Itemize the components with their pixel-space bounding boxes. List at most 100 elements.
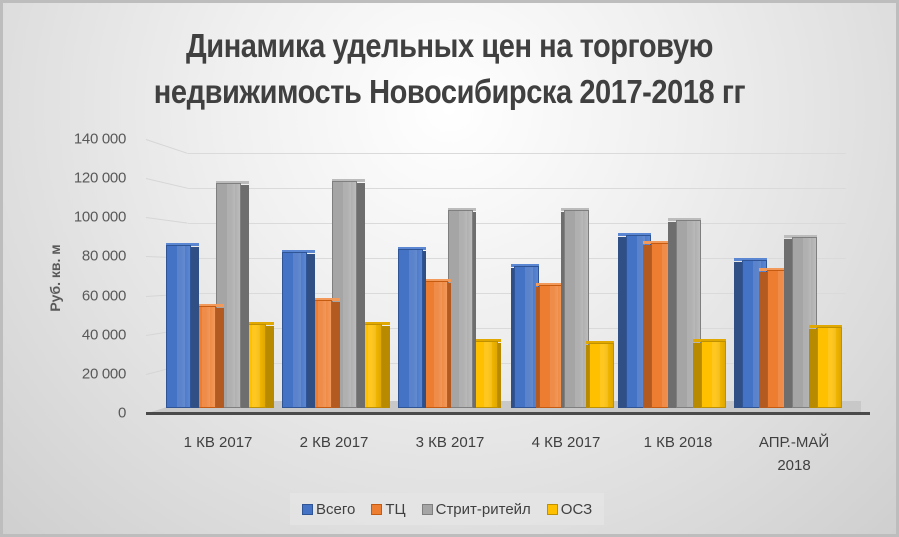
x-tick-label-line: 2 КВ 2017: [299, 434, 369, 451]
chart-title-line-2: недвижимость Новосибирска 2017-2018 гг: [153, 73, 746, 110]
gridline: [145, 178, 189, 189]
x-tick-label-line: 1 КВ 2018: [643, 434, 713, 451]
bar-front-face: [423, 281, 448, 408]
gridline: [145, 139, 189, 154]
y-tick-label: 0: [117, 404, 126, 422]
bar-side-face: [784, 239, 793, 408]
bar-side-face: [511, 267, 515, 408]
bar-side-face: [215, 308, 224, 408]
bar-top-face: [668, 217, 701, 221]
x-tick-label: 1 КВ 2017: [163, 431, 273, 454]
bar-side-face: [265, 325, 274, 408]
bar-Всего-2[interactable]: [398, 246, 426, 408]
gridline: [188, 188, 846, 189]
bar-top-face: [191, 304, 224, 308]
y-tick-label: 60 000: [81, 287, 126, 305]
bar-top-face: [423, 279, 451, 283]
bar-top-face: [536, 283, 564, 287]
x-tick-label: 4 КВ 2017: [511, 431, 621, 454]
bar-side-face: [759, 271, 768, 408]
bar-top-face: [643, 240, 676, 244]
bar-top-face: [618, 233, 651, 237]
bar-top-face: [809, 325, 842, 329]
bar-side-face: [331, 302, 340, 408]
bar-ОСЗ-5[interactable]: [809, 325, 842, 408]
bar-Стрит-ритейл-4[interactable]: [668, 217, 701, 408]
legend-item[interactable]: Стрит-ритейл: [421, 501, 531, 518]
legend: Всего ТЦ Стрит-ритейл ОСЗ: [290, 493, 605, 525]
bar-Стрит-ритейл-2[interactable]: [448, 208, 476, 408]
legend-swatch-icon: [421, 503, 433, 515]
gridline: [188, 223, 846, 224]
bar-ОСЗ-2[interactable]: [473, 338, 501, 408]
bar-side-face: [422, 250, 426, 408]
bar-ОСЗ-4[interactable]: [693, 338, 726, 408]
bar-top-face: [332, 179, 365, 183]
bar-side-face: [561, 212, 565, 408]
bar-side-face: [447, 283, 451, 408]
bar-top-face: [511, 263, 539, 267]
bar-front-face: [282, 252, 307, 408]
bar-top-face: [307, 298, 340, 302]
bar-top-face: [734, 258, 767, 262]
bar-side-face: [306, 254, 315, 408]
floor-plate: [151, 401, 861, 412]
bar-front-face: [564, 210, 589, 408]
legend-swatch-icon: [302, 503, 313, 515]
x-tick-label: АПР.-МАЙ 2018: [739, 431, 849, 477]
y-tick-label: 40 000: [81, 326, 126, 344]
bar-top-face: [473, 338, 501, 342]
bar-Всего-0[interactable]: [166, 242, 199, 408]
y-axis-title: Руб. кв. м: [47, 244, 63, 312]
bar-top-face: [282, 250, 315, 254]
legend-swatch-icon: [371, 503, 383, 515]
bar-side-face: [536, 287, 540, 408]
chart-title: Динамика удельных цен на торговую недвиж…: [57, 23, 843, 115]
bar-ТЦ-2[interactable]: [423, 279, 451, 408]
x-tick-label: 1 КВ 2018: [623, 431, 733, 454]
bar-front-face: [589, 342, 614, 408]
bar-front-face: [166, 244, 191, 408]
legend-item[interactable]: Всего: [302, 501, 355, 518]
bar-Всего-1[interactable]: [282, 250, 315, 408]
gridline: [145, 217, 189, 224]
bar-ОСЗ-3[interactable]: [586, 340, 614, 408]
bar-side-face: [618, 237, 627, 408]
x-tick-label: 2 КВ 2017: [279, 431, 389, 454]
bar-front-face: [473, 340, 498, 408]
bar-side-face: [381, 325, 390, 408]
legend-label: Всего: [316, 500, 356, 518]
gridline: [188, 258, 846, 259]
y-tick-label: 80 000: [81, 247, 126, 265]
legend-item[interactable]: ОСЗ: [546, 500, 593, 518]
bar-top-face: [357, 321, 390, 325]
bar-Стрит-ритейл-5[interactable]: [784, 235, 817, 408]
bar-side-face: [809, 329, 818, 408]
legend-item[interactable]: ТЦ: [371, 500, 406, 518]
y-tick-label: 140 000: [73, 130, 126, 148]
bar-front-face: [817, 327, 842, 408]
chart-title-line-1: Динамика удельных цен на торговую: [186, 27, 713, 64]
bar-top-face: [693, 338, 726, 342]
bar-front-face: [701, 340, 726, 408]
bar-Стрит-ритейл-3[interactable]: [561, 208, 589, 408]
bar-front-face: [398, 248, 423, 408]
bar-top-face: [241, 321, 274, 325]
y-tick-label: 100 000: [73, 208, 126, 226]
bar-side-face: [240, 185, 249, 408]
y-tick-label: 20 000: [81, 365, 126, 383]
legend-label: ОСЗ: [560, 500, 593, 518]
bar-top-face: [398, 246, 426, 250]
bar-top-face: [448, 208, 476, 212]
bar-top-face: [759, 267, 792, 271]
x-tick-label-line: 4 КВ 2017: [531, 434, 601, 451]
bar-front-face: [448, 210, 473, 408]
bar-side-face: [190, 246, 199, 408]
bar-side-face: [472, 212, 476, 408]
x-axis-line: [146, 412, 870, 415]
legend-label: ТЦ: [385, 500, 406, 518]
bar-top-face: [586, 340, 614, 344]
x-tick-label-line: 3 КВ 2017: [415, 434, 485, 451]
x-tick-label: 3 КВ 2017: [395, 431, 505, 454]
